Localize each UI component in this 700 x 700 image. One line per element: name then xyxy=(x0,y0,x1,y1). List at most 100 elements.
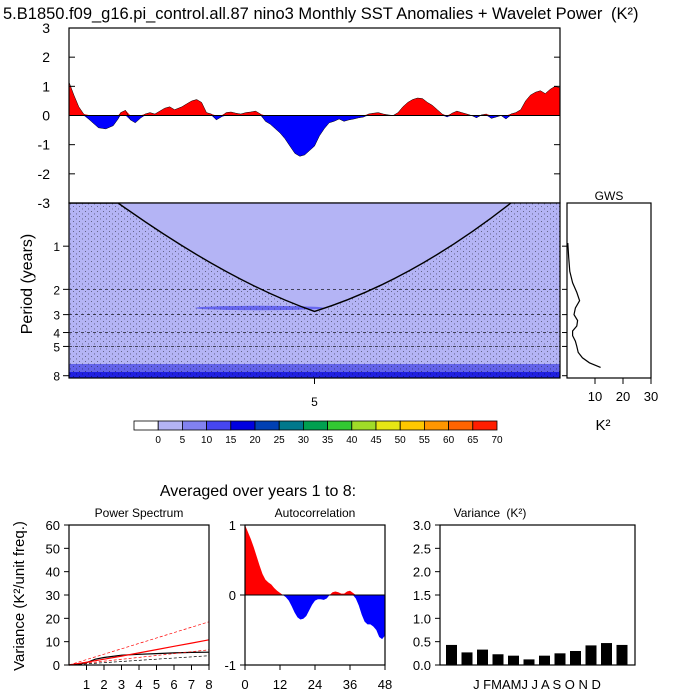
power-spectrum-y-tick-label: 10 xyxy=(46,635,60,650)
power-spectrum-y-label: Variance (K²/unit freq.) xyxy=(11,521,28,671)
wavelet-y-tick-label: 3 xyxy=(53,309,60,323)
autocorrelation-x-tick-label: 0 xyxy=(241,677,248,692)
colorbar-label: 40 xyxy=(346,435,358,446)
main-title-text: 5.B1850.f09_g16.pi_control.all.87 nino3 … xyxy=(3,5,603,23)
colorbar-label: 55 xyxy=(419,435,431,446)
variance-bar xyxy=(461,652,473,665)
wavelet-y-tick-label: 5 xyxy=(53,340,60,354)
colorbar-label: 30 xyxy=(298,435,310,446)
colorbar-label: 70 xyxy=(491,435,503,446)
variance-bar xyxy=(601,643,612,665)
variance-bar xyxy=(616,644,628,665)
gws-title: GWS xyxy=(595,189,624,203)
colorbar-swatch xyxy=(302,420,328,431)
colorbar-label: 35 xyxy=(322,435,334,446)
variance-y-tick-label: 0.5 xyxy=(413,635,431,650)
colorbar-swatch xyxy=(206,420,232,431)
colorbar-label: 5 xyxy=(180,435,186,446)
variance-title: Variance (K²) xyxy=(454,506,527,520)
variance-bar xyxy=(523,659,535,665)
gws-x-axis: 10 20 30 xyxy=(588,378,658,404)
variance-y-tick-label: 3.0 xyxy=(413,518,431,533)
gws-y-axis xyxy=(562,245,567,377)
anomaly-panel: 3 2 1 0 -1 -2 -3 xyxy=(38,20,561,211)
wavelet-x-tick-label: 5 xyxy=(311,395,318,409)
autocorrelation-x-tick-label: 48 xyxy=(378,677,392,692)
gws-frame xyxy=(566,202,652,379)
autocorrelation-positive-area xyxy=(245,525,385,595)
wavelet-grid-lines xyxy=(69,289,560,347)
autocorrelation-y-tick-label: -1 xyxy=(224,658,236,673)
variance-y-tick-label: 0.0 xyxy=(413,658,431,673)
colorbar: 0 5 10 15 20 25 30 35 40 45 50 55 60 65 70 xyxy=(133,420,503,446)
colorbar-label: 60 xyxy=(443,435,455,446)
main-title-unit: (K²) xyxy=(611,5,639,23)
power-spectrum-y-axis: 0 10 20 30 40 50 60 xyxy=(46,518,69,673)
variance-panel: Variance (K²) 3.0 2.5 2.0 1.5 1.0 0.5 0.0 J FM… xyxy=(413,506,636,692)
variance-bars xyxy=(446,643,628,665)
wavelet-y-tick-label: 1 xyxy=(53,240,60,254)
power-spectrum-x-tick-label: 5 xyxy=(153,677,160,692)
wavelet-y-tick-label: 2 xyxy=(53,283,60,297)
autocorrelation-y-tick-label: 0 xyxy=(229,588,236,603)
power-spectrum-y-tick-label: 20 xyxy=(46,611,60,626)
colorbar-swatch xyxy=(375,420,401,431)
colorbar-label: 10 xyxy=(201,435,213,446)
colorbar-label: 45 xyxy=(370,435,382,446)
variance-y-axis: 3.0 2.5 2.0 1.5 1.0 0.5 0.0 xyxy=(413,518,440,673)
power-spectrum-x-tick-label: 8 xyxy=(205,677,212,692)
anomaly-y-tick-label: 2 xyxy=(42,49,50,65)
anomaly-y-tick-label: 3 xyxy=(42,20,50,36)
colorbar-label: 50 xyxy=(395,435,407,446)
anomaly-y-tick-label: 1 xyxy=(42,78,50,94)
power-spectrum-line-red_noise xyxy=(68,639,210,666)
autocorrelation-x-tick-label: 24 xyxy=(308,677,322,692)
autocorrelation-panel: Autocorrelation 1 0 -1 0 12 24 36 48 xyxy=(224,506,392,692)
wavelet-y-label: Period (years) xyxy=(19,234,36,334)
autocorrelation-x-tick-label: 12 xyxy=(273,677,287,692)
wavelet-x-axis: 5 xyxy=(311,378,318,409)
wavelet-y-tick-label: 4 xyxy=(53,327,60,341)
variance-bar xyxy=(508,655,519,665)
variance-y-tick-label: 1.0 xyxy=(413,611,431,626)
power-spectrum-x-tick-label: 3 xyxy=(118,677,125,692)
anomaly-negative-area xyxy=(69,115,560,157)
variance-bar xyxy=(539,655,550,665)
power-spectrum-line-red_upper xyxy=(68,621,210,666)
colorbar-label: 25 xyxy=(274,435,286,446)
autocorrelation-y-axis: 1 0 -1 xyxy=(224,518,245,673)
power-spectrum-lines xyxy=(68,621,210,666)
colorbar-swatch xyxy=(351,420,377,431)
colorbar-label: 65 xyxy=(467,435,479,446)
gws-x-tick-label: 20 xyxy=(616,389,630,404)
anomaly-y-axis: 3 2 1 0 -1 -2 -3 xyxy=(38,20,560,211)
gws-panel: GWS 10 20 30 K² xyxy=(562,189,658,434)
main-title: 5.B1850.f09_g16.pi_control.all.87 nino3 … xyxy=(3,5,639,23)
variance-bar xyxy=(585,645,597,665)
variance-bar xyxy=(570,651,581,665)
colorbar-label: 20 xyxy=(249,435,261,446)
colorbar-swatch xyxy=(278,420,304,431)
cone-of-influence-line xyxy=(69,203,512,313)
autocorrelation-x-tick-label: 36 xyxy=(343,677,357,692)
variance-bar xyxy=(492,654,504,665)
wavelet-y-tick-label: 8 xyxy=(53,370,60,384)
variance-bar xyxy=(477,649,488,665)
colorbar-swatch xyxy=(472,420,498,431)
power-spectrum-y-tick-label: 0 xyxy=(53,658,60,673)
gws-line xyxy=(567,242,601,368)
anomaly-positive-area xyxy=(69,82,560,116)
power-spectrum-x-tick-label: 6 xyxy=(170,677,177,692)
anomaly-y-tick-label: 0 xyxy=(42,108,50,124)
power-spectrum-y-tick-label: 50 xyxy=(46,541,60,556)
power-spectrum-y-label-text: Variance (K²/unit freq.) xyxy=(11,521,28,671)
autocorrelation-x-axis: 0 12 24 36 48 xyxy=(241,665,392,692)
colorbar-swatch xyxy=(133,420,159,431)
colorbar-swatch xyxy=(230,420,256,431)
power-spectrum-x-tick-label: 2 xyxy=(100,677,107,692)
variance-y-tick-label: 1.5 xyxy=(413,588,431,603)
gws-x-label-text: K² xyxy=(596,417,611,434)
